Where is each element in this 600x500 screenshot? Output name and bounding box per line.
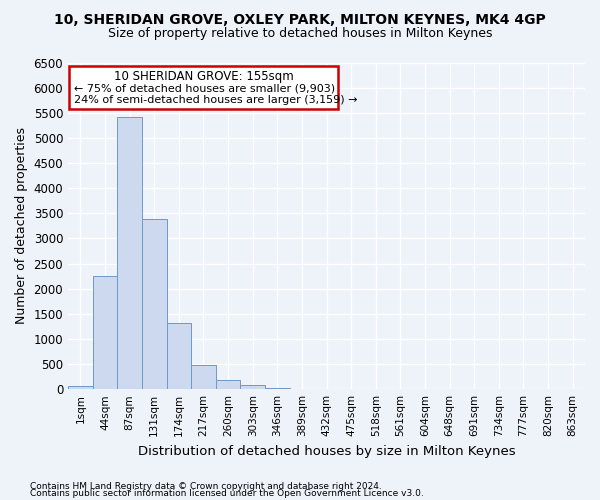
Bar bbox=[265, 388, 290, 389]
Text: ← 75% of detached houses are smaller (9,903): ← 75% of detached houses are smaller (9,… bbox=[74, 84, 335, 94]
Bar bbox=[191, 364, 216, 389]
Text: 10, SHERIDAN GROVE, OXLEY PARK, MILTON KEYNES, MK4 4GP: 10, SHERIDAN GROVE, OXLEY PARK, MILTON K… bbox=[54, 12, 546, 26]
Bar bbox=[68, 386, 92, 389]
Bar bbox=[167, 324, 191, 389]
Text: 10 SHERIDAN GROVE: 155sqm: 10 SHERIDAN GROVE: 155sqm bbox=[113, 70, 293, 83]
Bar bbox=[142, 219, 167, 389]
Bar bbox=[117, 117, 142, 389]
Bar bbox=[241, 385, 265, 389]
X-axis label: Distribution of detached houses by size in Milton Keynes: Distribution of detached houses by size … bbox=[138, 444, 515, 458]
Bar bbox=[216, 380, 241, 389]
Text: 24% of semi-detached houses are larger (3,159) →: 24% of semi-detached houses are larger (… bbox=[74, 96, 358, 106]
Text: Contains public sector information licensed under the Open Government Licence v3: Contains public sector information licen… bbox=[30, 490, 424, 498]
FancyBboxPatch shape bbox=[69, 66, 338, 109]
Y-axis label: Number of detached properties: Number of detached properties bbox=[15, 128, 28, 324]
Bar bbox=[92, 276, 117, 389]
Text: Size of property relative to detached houses in Milton Keynes: Size of property relative to detached ho… bbox=[108, 28, 492, 40]
Text: Contains HM Land Registry data © Crown copyright and database right 2024.: Contains HM Land Registry data © Crown c… bbox=[30, 482, 382, 491]
